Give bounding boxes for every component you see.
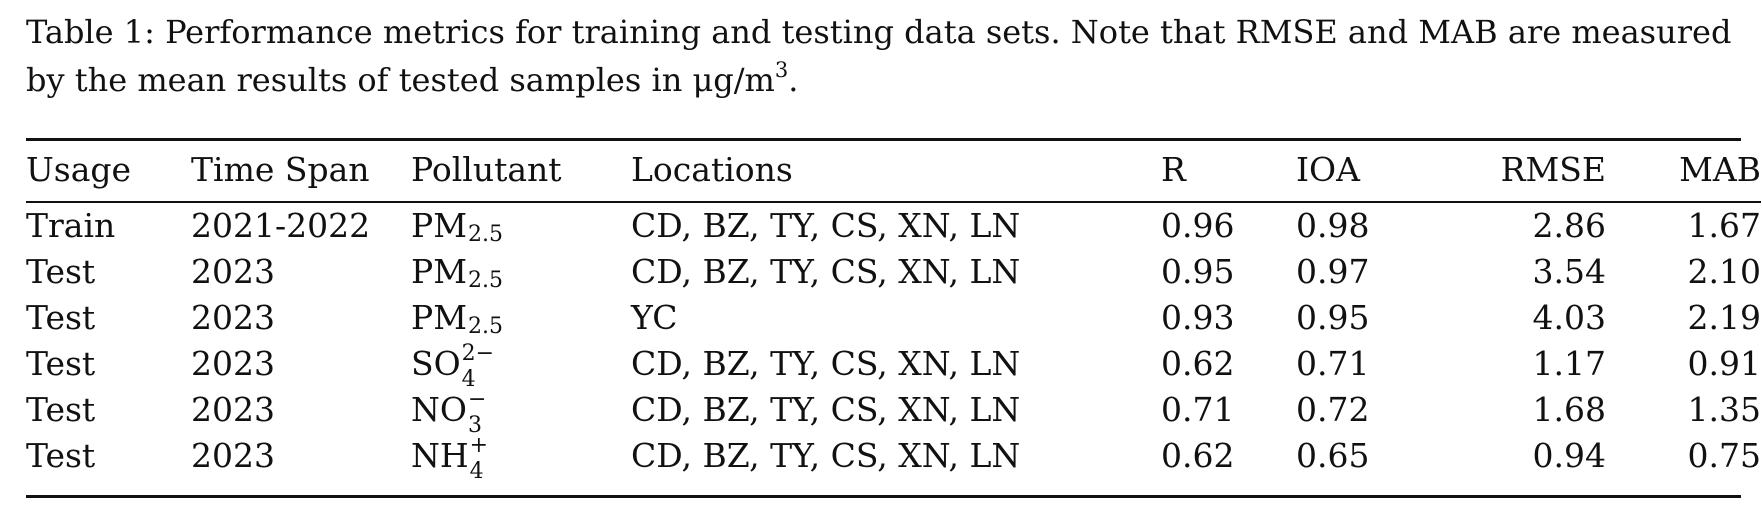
cell-pollutant: PM 2.5 (411, 248, 631, 294)
cell-usage: Train (26, 206, 116, 245)
table-row: Test 2023 NH +4 CD, BZ, TY, CS, XN, LN 0.62 0.… (26, 432, 1761, 483)
cell-locations: CD, BZ, TY, CS, XN, LN (631, 389, 1021, 429)
cell-mab: 1.35 (1687, 389, 1761, 429)
cell-time-span: 2023 (191, 251, 275, 291)
cell-locations: CD, BZ, TY, CS, XN, LN (631, 206, 1021, 245)
table-row: Test 2023 PM 2.5 YC 0.93 0.95 4.03 2.19 (26, 294, 1761, 340)
header-ioa: IOA (1296, 138, 1431, 203)
pollutant-formula: PM 2.5 (411, 297, 503, 339)
pollutant-formula: NO −3 (411, 389, 486, 437)
cell-r: 0.93 (1161, 297, 1235, 337)
pollutant-subscript: 4 (469, 459, 484, 484)
pollutant-formula: SO 2− 4 (411, 343, 494, 391)
cell-rmse: 4.03 (1532, 297, 1606, 337)
pollutant-subscript: 2.5 (468, 222, 503, 247)
table-container: Usage Time Span Pollutant Locations R IO… (26, 138, 1761, 483)
header-locations: Locations (631, 138, 1161, 203)
pollutant-subscript: 4 (461, 367, 476, 392)
table-bottom-rule (26, 495, 1741, 498)
cell-ioa: 0.98 (1296, 206, 1370, 245)
cell-ioa: 0.65 (1296, 435, 1370, 475)
pollutant-formula: PM 2.5 (411, 251, 503, 293)
cell-time-span: 2021-2022 (191, 206, 371, 245)
table-row: Test 2023 SO 2− 4 CD, BZ, TY, CS, XN, LN 0.62 0… (26, 340, 1761, 391)
cell-ioa: 0.97 (1296, 251, 1370, 291)
cell-usage: Test (26, 297, 96, 337)
cell-r: 0.95 (1161, 251, 1235, 291)
cell-time-span: 2023 (191, 297, 275, 337)
cell-rmse: 1.17 (1532, 343, 1606, 383)
header-mab: MAB (1606, 138, 1761, 203)
cell-mab: 1.67 (1687, 206, 1761, 245)
pollutant-base: PM (411, 297, 467, 337)
cell-locations: YC (631, 297, 678, 337)
cell-time-span: 2023 (191, 435, 275, 475)
cell-rmse: 3.54 (1532, 251, 1606, 291)
header-rmse: RMSE (1431, 138, 1606, 203)
cell-ioa: 0.72 (1296, 389, 1370, 429)
pollutant-subscript: 3 (467, 413, 482, 438)
cell-r: 0.96 (1161, 206, 1235, 245)
cell-pollutant: PM 2.5 (411, 202, 631, 248)
pollutant-scripts: +4 (469, 435, 488, 484)
cell-pollutant: NO −3 (411, 386, 631, 437)
pollutant-charge: − (467, 387, 487, 412)
header-pollutant: Pollutant (411, 138, 631, 203)
cell-pollutant: SO 2− 4 (411, 340, 631, 391)
cell-r: 0.71 (1161, 389, 1235, 429)
cell-rmse: 0.94 (1532, 435, 1606, 475)
cell-pollutant: PM 2.5 (411, 294, 631, 340)
pollutant-charge: 2− (461, 341, 495, 366)
cell-locations: CD, BZ, TY, CS, XN, LN (631, 435, 1021, 475)
table-body: Train 2021-2022 PM 2.5 CD, BZ, TY, CS, XN, L… (26, 202, 1761, 483)
cell-usage: Test (26, 343, 96, 383)
pollutant-scripts: 2− 4 (461, 343, 494, 392)
cell-mab: 0.91 (1687, 343, 1761, 383)
table-header-row: Usage Time Span Pollutant Locations R IO… (26, 138, 1761, 203)
pollutant-formula: PM 2.5 (411, 206, 503, 247)
pollutant-base: SO (411, 343, 461, 383)
cell-pollutant: NH +4 (411, 432, 631, 483)
table-row: Test 2023 NO −3 CD, BZ, TY, CS, XN, LN 0.71 0.… (26, 386, 1761, 437)
cell-mab: 0.75 (1687, 435, 1761, 475)
table-row: Train 2021-2022 PM 2.5 CD, BZ, TY, CS, XN, L… (26, 202, 1761, 248)
cell-r: 0.62 (1161, 435, 1235, 475)
caption-text: Table 1: Performance metrics for trainin… (26, 13, 1732, 99)
pollutant-base: PM (411, 251, 467, 291)
pollutant-subscript: 2.5 (468, 267, 503, 293)
header-r: R (1161, 138, 1296, 203)
cell-locations: CD, BZ, TY, CS, XN, LN (631, 343, 1021, 383)
cell-usage: Test (26, 435, 96, 475)
table-caption: Table 1: Performance metrics for trainin… (26, 8, 1741, 104)
pollutant-charge: + (469, 433, 489, 458)
cell-locations: CD, BZ, TY, CS, XN, LN (631, 251, 1021, 291)
metrics-table: Usage Time Span Pollutant Locations R IO… (26, 138, 1761, 483)
cell-time-span: 2023 (191, 389, 275, 429)
pollutant-subscript: 2.5 (468, 313, 503, 339)
pollutant-formula: NH +4 (411, 435, 488, 483)
pollutant-base: NH (411, 435, 469, 475)
header-time-span: Time Span (191, 138, 411, 203)
pollutant-base: PM (411, 206, 467, 245)
cell-usage: Test (26, 251, 96, 291)
cell-rmse: 1.68 (1532, 389, 1606, 429)
cell-usage: Test (26, 389, 96, 429)
caption-superscript: 3 (774, 58, 789, 83)
cell-time-span: 2023 (191, 343, 275, 383)
header-usage: Usage (26, 138, 191, 203)
cell-ioa: 0.95 (1296, 297, 1370, 337)
cell-mab: 2.19 (1687, 297, 1761, 337)
caption-end: . (788, 61, 799, 99)
cell-r: 0.62 (1161, 343, 1235, 383)
cell-ioa: 0.71 (1296, 343, 1370, 383)
pollutant-base: NO (411, 389, 467, 429)
cell-mab: 2.10 (1687, 251, 1761, 291)
table-row: Test 2023 PM 2.5 CD, BZ, TY, CS, XN, LN 0.95 0… (26, 248, 1761, 294)
cell-rmse: 2.86 (1532, 206, 1606, 245)
pollutant-scripts: −3 (467, 389, 486, 438)
